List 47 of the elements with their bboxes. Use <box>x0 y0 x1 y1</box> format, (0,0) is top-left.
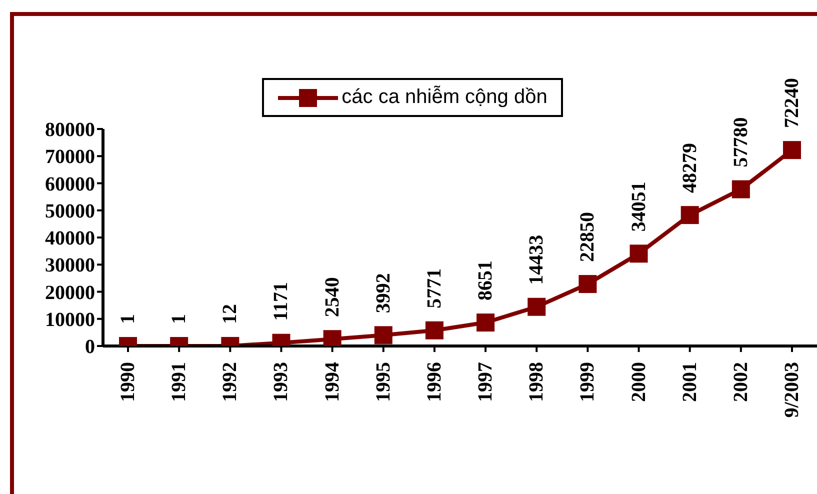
point <box>374 326 392 344</box>
y-tick-label: 30000 <box>45 254 95 277</box>
data-label: 12 <box>219 304 242 324</box>
x-tick-label: 1998 <box>526 362 548 402</box>
data-label: 57780 <box>730 117 752 168</box>
legend-label: các ca nhiễm cộng dồn <box>342 86 548 109</box>
data-label: 5771 <box>423 268 446 308</box>
data-label: 22850 <box>576 212 599 262</box>
data-label: 2540 <box>321 277 344 318</box>
x-tick-label: 1995 <box>372 362 394 402</box>
data-label: 48279 <box>678 143 701 194</box>
point <box>578 275 597 294</box>
y-tick-label: 10000 <box>45 308 95 331</box>
point <box>783 141 801 160</box>
y-tick-label: 80000 <box>45 119 95 142</box>
data-label: 1 <box>117 314 139 324</box>
x-tick-label: 2002 <box>730 362 752 402</box>
x-tick-label: 2001 <box>678 362 701 402</box>
point <box>425 321 444 340</box>
y-tick-label: 50000 <box>45 200 95 222</box>
point <box>732 180 750 198</box>
x-tick-label: 1991 <box>168 362 190 402</box>
data-label: 34051 <box>628 182 650 232</box>
point <box>528 298 546 316</box>
data-label: 8651 <box>474 260 497 301</box>
y-tick-label: 60000 <box>45 173 95 196</box>
data-label: 14433 <box>526 234 548 285</box>
x-tick-label: 9/2003 <box>781 362 803 418</box>
point <box>476 314 495 332</box>
point <box>630 244 648 263</box>
x-tick-label: 1992 <box>219 362 242 402</box>
x-tick-label: 1997 <box>474 362 497 402</box>
y-tick-label: 0 <box>85 336 95 358</box>
point <box>680 206 699 224</box>
y-tick-label: 40000 <box>45 228 95 250</box>
x-tick-label: 1996 <box>423 362 446 402</box>
y-tick-label: 20000 <box>45 282 95 304</box>
x-tick-label: 1999 <box>576 362 599 402</box>
x-tick-label: 1993 <box>270 362 292 402</box>
data-label: 72240 <box>781 78 803 128</box>
x-tick-label: 1990 <box>117 362 139 402</box>
data-label: 1171 <box>270 282 292 321</box>
x-tick-label: 2000 <box>628 362 650 402</box>
data-label: 3992 <box>372 273 394 314</box>
y-tick-label: 70000 <box>45 146 95 168</box>
x-tick-label: 1994 <box>321 362 344 402</box>
data-label: 1 <box>168 314 190 324</box>
